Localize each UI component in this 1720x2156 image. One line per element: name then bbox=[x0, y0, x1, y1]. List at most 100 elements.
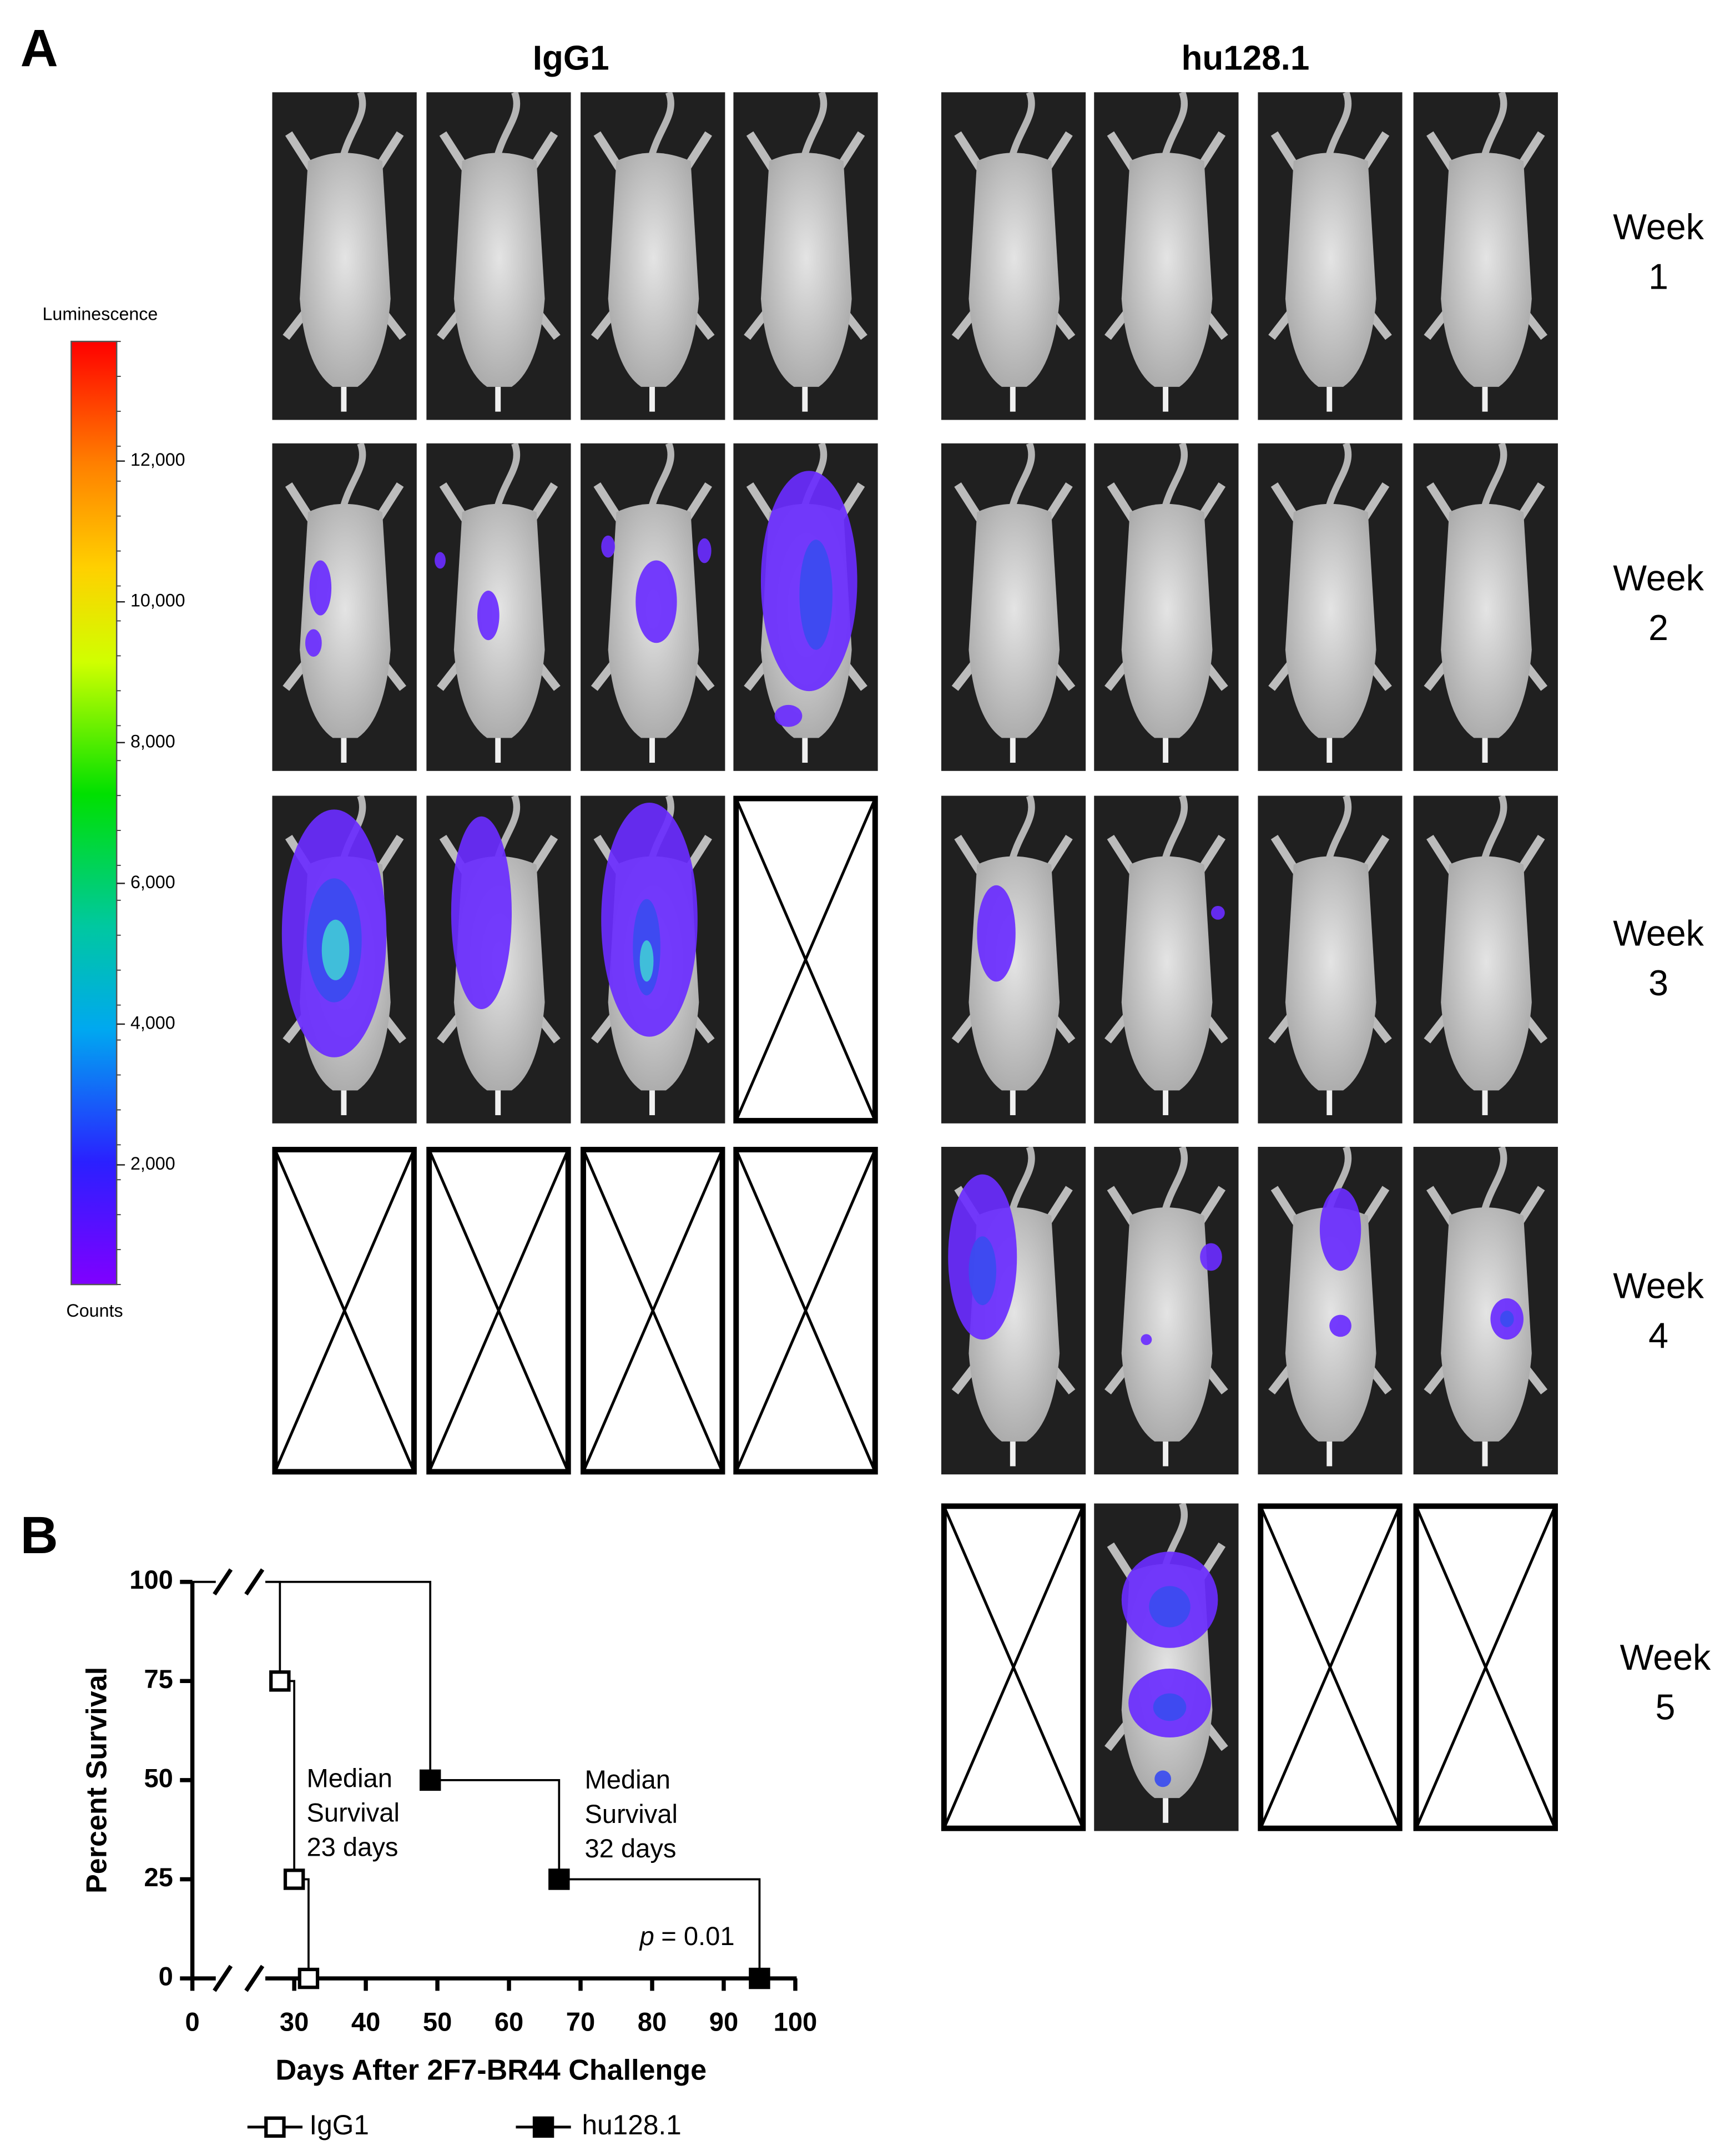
mouse-image bbox=[1094, 444, 1238, 771]
median-annotation: Median bbox=[584, 1765, 670, 1794]
bioluminescence-signal bbox=[635, 560, 677, 643]
bioluminescence-signal bbox=[697, 538, 712, 563]
missing-animal bbox=[426, 1147, 571, 1475]
cross-line bbox=[582, 1148, 724, 1473]
mouse-image bbox=[733, 92, 877, 420]
bioluminescence-signal bbox=[1153, 1693, 1187, 1721]
mouse-image bbox=[1258, 796, 1402, 1124]
axis-break-mark bbox=[213, 1568, 233, 1596]
bioluminescence-signal bbox=[1210, 905, 1225, 920]
survival-marker bbox=[419, 1769, 441, 1791]
mouse-photo bbox=[426, 92, 571, 420]
mouse-photo bbox=[1258, 796, 1402, 1124]
mouse-photo bbox=[1094, 444, 1238, 771]
mouse-image bbox=[1258, 1147, 1402, 1474]
survival-step bbox=[280, 1680, 295, 1880]
mouse-image bbox=[1094, 1147, 1238, 1474]
mouse-photo bbox=[941, 92, 1086, 420]
bioluminescence-signal bbox=[1154, 1770, 1172, 1787]
mouse-photo bbox=[1258, 444, 1402, 771]
bioluminescence-signal bbox=[321, 919, 350, 980]
x-tick-label: 30 bbox=[280, 2007, 309, 2036]
mouse-image bbox=[426, 92, 571, 420]
mouse-image bbox=[1094, 796, 1238, 1124]
mouse-image bbox=[272, 444, 416, 771]
cross-line bbox=[735, 1148, 877, 1473]
mouse-photo bbox=[581, 92, 725, 420]
y-tick-label: 50 bbox=[144, 1763, 173, 1792]
cross-line bbox=[427, 1148, 569, 1473]
survival-step bbox=[192, 1580, 432, 1780]
mouse-image bbox=[426, 796, 571, 1124]
cross-line bbox=[942, 1505, 1085, 1829]
mouse-image bbox=[581, 444, 725, 771]
mouse-image bbox=[941, 796, 1086, 1124]
missing-animal bbox=[272, 1147, 417, 1475]
survival-marker bbox=[548, 1868, 570, 1890]
x-tick-label: 50 bbox=[423, 2007, 452, 2036]
panel-label: A bbox=[21, 19, 58, 77]
bioluminescence-signal bbox=[774, 704, 803, 727]
mouse-image bbox=[1414, 796, 1558, 1124]
axis-break-mark bbox=[213, 1964, 233, 1992]
missing-animal bbox=[581, 1147, 725, 1475]
x-tick-label: 90 bbox=[709, 2007, 738, 2036]
mouse-photo bbox=[272, 444, 416, 771]
bioluminescence-signal bbox=[1141, 1334, 1152, 1346]
mouse-photo bbox=[1094, 92, 1238, 420]
mouse-image bbox=[733, 444, 877, 771]
missing-animal bbox=[1413, 1503, 1558, 1831]
axis-break-mark bbox=[244, 1964, 265, 1992]
panel-label: B bbox=[21, 1506, 58, 1564]
mouse-image bbox=[581, 796, 725, 1124]
week-label: Week bbox=[1620, 1638, 1711, 1678]
survival-step bbox=[294, 1878, 310, 1979]
column-header: IgG1 bbox=[533, 39, 609, 78]
y-tick-label: 0 bbox=[159, 1962, 173, 1991]
mouse-image bbox=[1094, 1503, 1238, 1831]
survival-marker bbox=[749, 1967, 770, 1989]
x-axis-title: Days After 2F7-BR44 Challenge bbox=[276, 2054, 707, 2086]
median-annotation: 32 days bbox=[584, 1833, 676, 1863]
mouse-photo bbox=[1414, 796, 1558, 1124]
mouse-photo bbox=[1094, 796, 1238, 1124]
bioluminescence-signal bbox=[309, 560, 332, 616]
cross-line bbox=[1259, 1505, 1401, 1829]
median-annotation: Survival bbox=[584, 1799, 678, 1828]
median-annotation: Survival bbox=[306, 1797, 400, 1827]
week-label: 3 bbox=[1648, 963, 1668, 1003]
mouse-image bbox=[1414, 444, 1558, 771]
survival-step bbox=[192, 1580, 281, 1681]
x-tick-label: 60 bbox=[495, 2007, 523, 2036]
week-label: 4 bbox=[1648, 1316, 1668, 1356]
median-annotation: Median bbox=[306, 1763, 392, 1792]
y-axis-title: Percent Survival bbox=[81, 1667, 113, 1893]
missing-animal bbox=[941, 1503, 1086, 1831]
week-label: Week bbox=[1613, 207, 1704, 247]
colorbar-unit: Counts bbox=[66, 1301, 123, 1321]
mouse-photo bbox=[1258, 92, 1402, 420]
x-tick-label: 0 bbox=[185, 2007, 199, 2036]
mouse-image bbox=[1258, 92, 1402, 420]
week-label: 1 bbox=[1648, 257, 1668, 297]
bioluminescence-signal bbox=[1329, 1314, 1351, 1337]
mouse-photo bbox=[733, 92, 877, 420]
mouse-image bbox=[272, 92, 416, 420]
bioluminescence-signal bbox=[799, 540, 833, 650]
survival-step bbox=[559, 1878, 761, 1979]
colorbar-title: Luminescence bbox=[42, 304, 158, 324]
mouse-photo bbox=[941, 796, 1086, 1124]
bioluminescence-signal bbox=[969, 1236, 997, 1306]
legend-marker bbox=[264, 2116, 286, 2138]
mouse-image bbox=[941, 444, 1086, 771]
week-label: Week bbox=[1613, 1266, 1704, 1306]
missing-animal bbox=[733, 1147, 878, 1475]
mouse-photo bbox=[1094, 1147, 1238, 1474]
x-tick-label: 80 bbox=[638, 2007, 667, 2036]
bioluminescence-signal bbox=[305, 629, 322, 657]
mouse-image bbox=[1414, 1147, 1558, 1474]
x-tick-label: 100 bbox=[774, 2007, 818, 2036]
cross-line bbox=[1415, 1505, 1557, 1829]
colorbar-tick-label: 10,000 bbox=[130, 591, 185, 611]
